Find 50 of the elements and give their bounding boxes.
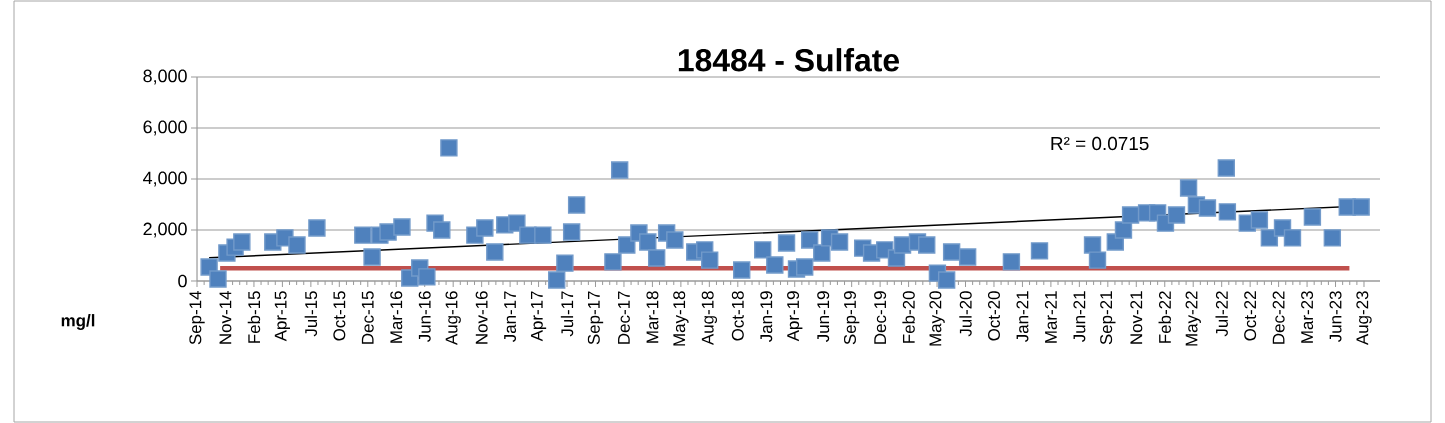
x-tick-label: Jan-17 <box>504 291 517 343</box>
x-tick-label: Mar-23 <box>1301 291 1314 343</box>
x-tick-label: Dec-15 <box>361 291 374 344</box>
x-tick-label: Nov-16 <box>475 291 488 344</box>
x-tick-label: Dec-17 <box>618 291 630 344</box>
y-tick-label: 0 <box>178 274 187 288</box>
x-tick-label: Feb-22 <box>1158 291 1171 343</box>
x-tick-label: Jun-16 <box>418 291 431 343</box>
y-tick-label: 6,000 <box>143 120 187 136</box>
x-tick-label: Aug-16 <box>445 291 461 346</box>
y-tick-label: 2,000 <box>143 222 187 238</box>
y-axis-title: mg/l <box>61 314 95 330</box>
x-tick-label: May-18 <box>673 291 689 346</box>
x-tick-label: Oct-15 <box>333 291 346 341</box>
y-tick-label: 8,000 <box>143 69 187 85</box>
x-tick-label: Sep-14 <box>189 291 205 345</box>
x-tick-label: Jul-20 <box>959 291 972 337</box>
x-tick-label: Nov-21 <box>1130 291 1143 344</box>
x-tick-label: Sep-21 <box>1100 291 1116 345</box>
chart-title: 18484 - Sulfate <box>678 48 900 72</box>
x-tick-label: Nov-14 <box>219 291 232 344</box>
x-tick-label: Jun-19 <box>817 291 830 343</box>
x-tick-label: Aug-18 <box>701 291 718 346</box>
x-tick-label: Mar-16 <box>390 291 403 343</box>
x-tick-label: Dec-19 <box>874 291 887 344</box>
x-tick-label: Jul-17 <box>560 291 574 337</box>
x-tick-label: Dec-22 <box>1272 291 1285 344</box>
x-tick-label: Apr-15 <box>274 291 290 342</box>
x-tick-label: Jun-21 <box>1073 291 1086 343</box>
x-tick-label: Oct-22 <box>1244 291 1257 341</box>
x-tick-label: Jun-23 <box>1329 291 1342 343</box>
x-tick-label: Apr-17 <box>530 291 547 342</box>
x-tick-label: Oct-18 <box>731 291 744 341</box>
annotation: R² = 0.0715 <box>1051 136 1149 151</box>
x-tick-label: Sep-17 <box>587 291 604 345</box>
x-tick-label: Mar-21 <box>1044 291 1057 343</box>
x-tick-label: Jul-22 <box>1215 291 1228 337</box>
x-tick-label: Jan-21 <box>1016 291 1029 343</box>
x-tick-label: Oct-20 <box>987 291 1000 341</box>
x-tick-label: May-20 <box>929 291 945 346</box>
y-tick-label: 4,000 <box>143 171 187 187</box>
x-tick-label: Jul-15 <box>304 291 318 337</box>
x-tick-label: Jan-19 <box>760 291 773 343</box>
x-tick-label: Apr-19 <box>787 291 803 342</box>
x-tick-label: May-22 <box>1185 291 1201 346</box>
x-tick-label: Feb-15 <box>247 291 261 343</box>
x-tick-label: Sep-19 <box>843 291 860 345</box>
x-tick-label: Mar-18 <box>646 291 659 343</box>
x-tick-label: Aug-23 <box>1356 291 1372 346</box>
x-tick-label: Feb-20 <box>902 291 915 343</box>
